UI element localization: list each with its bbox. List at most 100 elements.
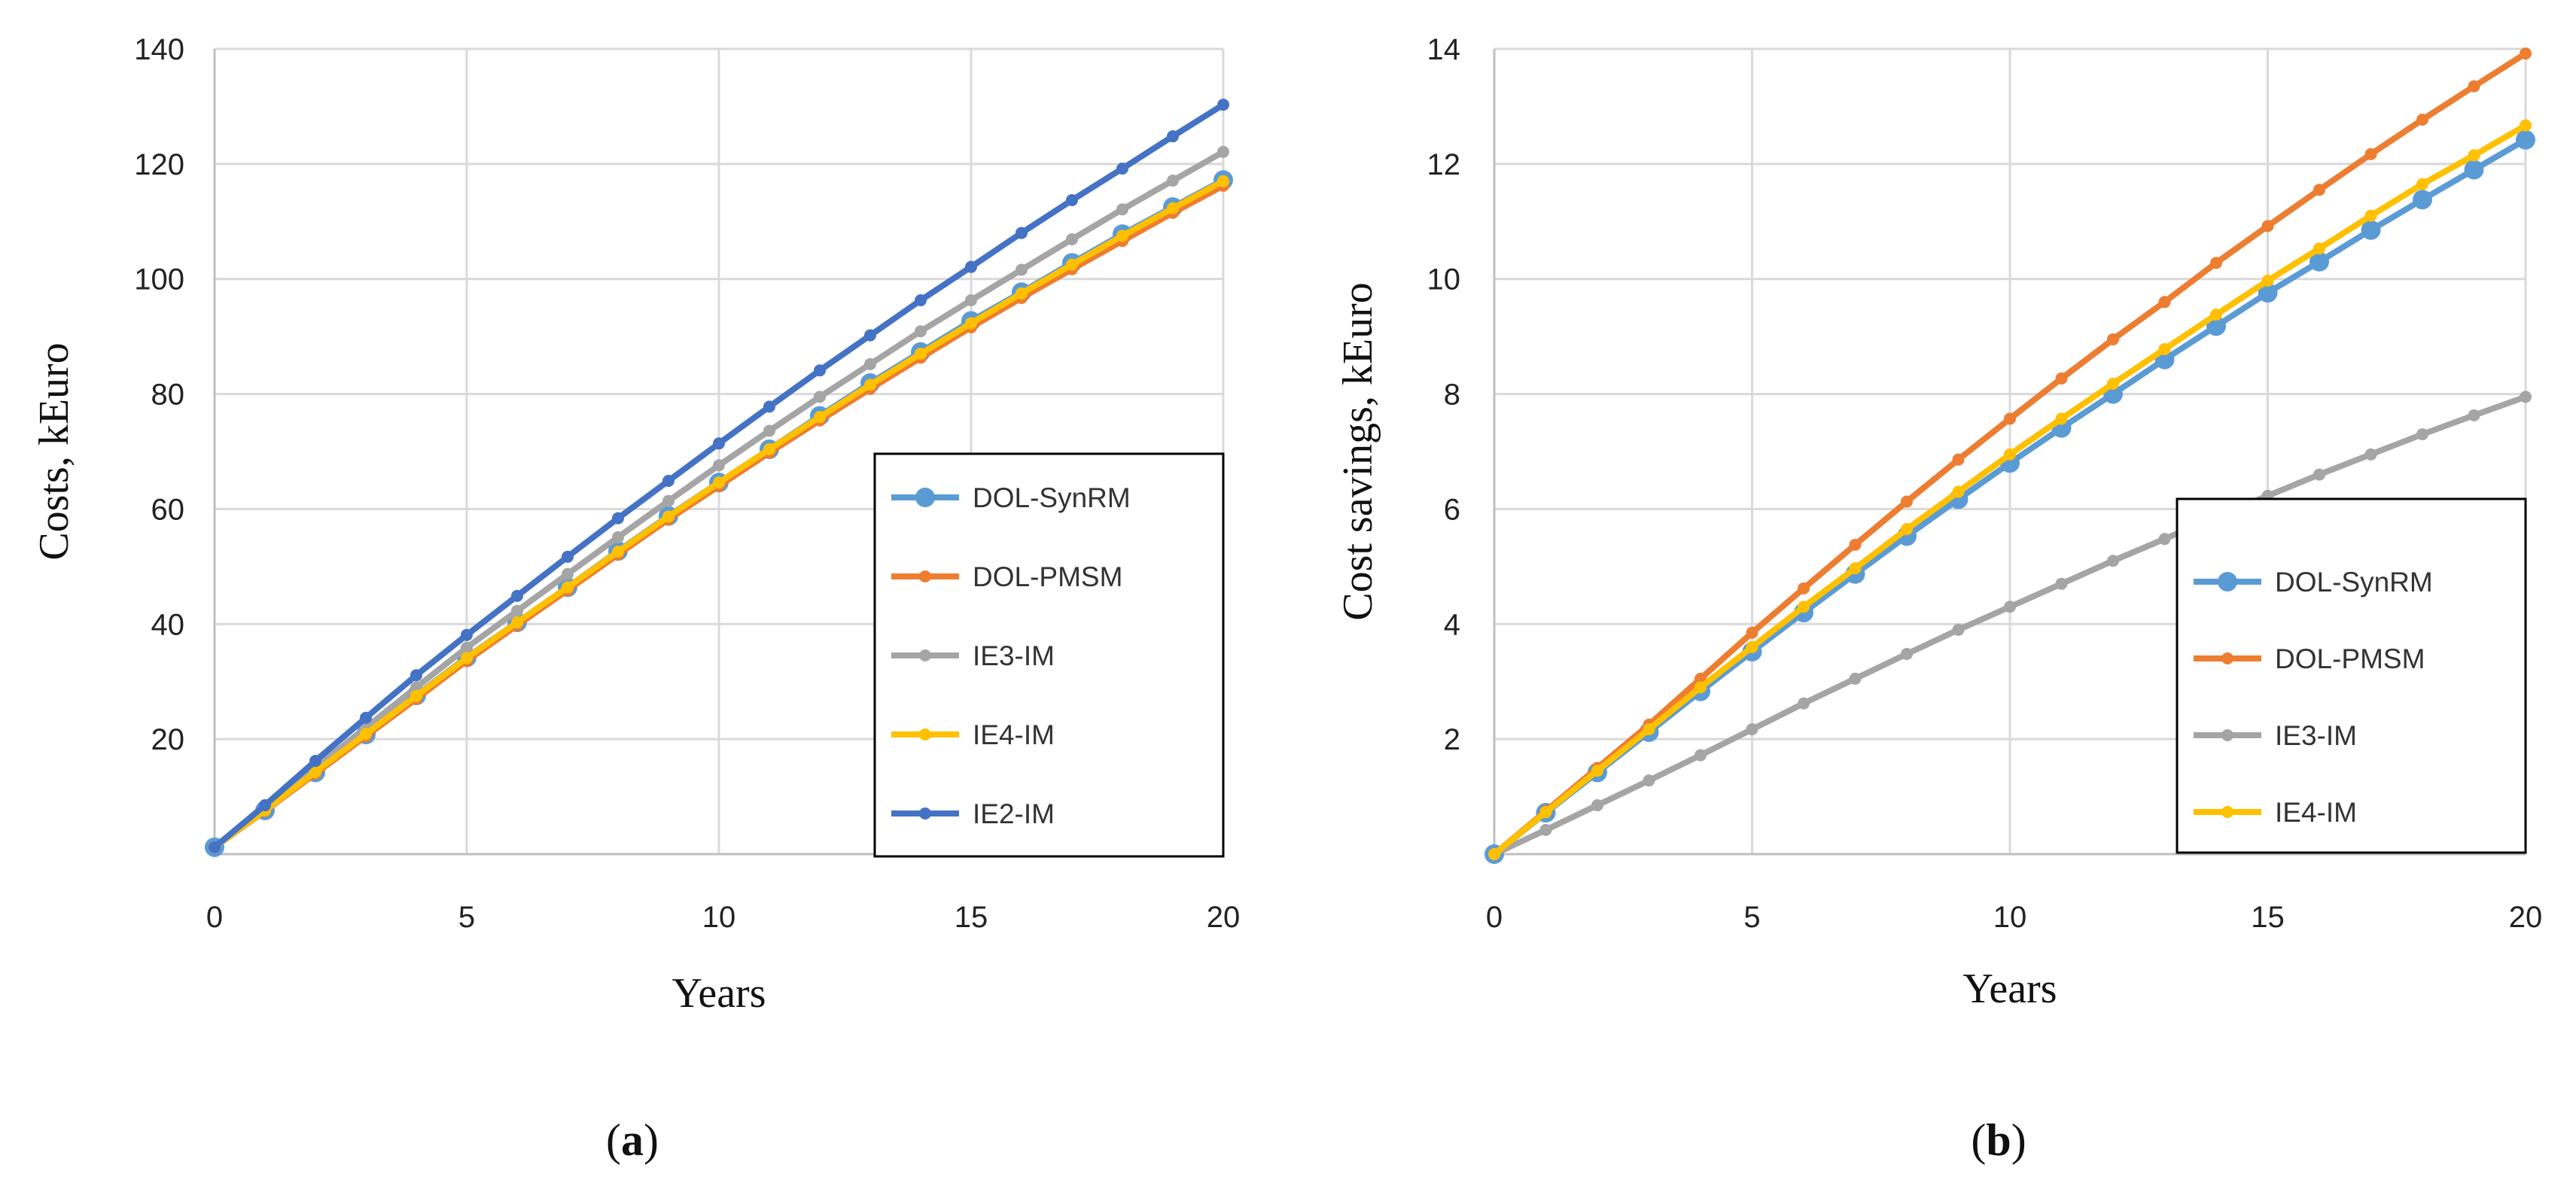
data-point: [1643, 774, 1655, 787]
data-point: [360, 728, 372, 740]
data-point: [2310, 251, 2329, 272]
data-point: [1488, 848, 1500, 860]
legend-item-ie4-im: IE4-IM: [2194, 797, 2357, 828]
data-point: [1798, 697, 1810, 710]
panel-label: (a): [606, 1115, 659, 1165]
y-tick-label: 14: [1427, 33, 1461, 66]
data-point: [2158, 296, 2171, 309]
data-point: [410, 669, 422, 682]
data-point: [2416, 114, 2428, 126]
legend-swatch-marker: [915, 488, 935, 507]
data-point: [1591, 765, 1603, 777]
data-point: [965, 293, 977, 306]
legend-item-ie4-im: IE4-IM: [891, 719, 1055, 750]
panel-label-letter: b: [1986, 1115, 2011, 1165]
data-point: [2468, 149, 2480, 162]
data-point: [1591, 799, 1603, 812]
data-point: [1015, 227, 1028, 239]
data-point: [360, 711, 372, 724]
data-point: [1066, 233, 1078, 245]
data-point: [1167, 130, 1179, 143]
data-point: [2261, 220, 2274, 233]
cost-savings-chart: 0 5 10 15 20 2 4 6 8 10 12 14 Years Cost savings, kEu…: [1335, 33, 2542, 1165]
data-point: [2416, 178, 2428, 190]
series-ie2-im: [209, 99, 1229, 853]
data-point: [1798, 582, 1810, 594]
data-point: [1901, 648, 1913, 661]
data-point: [461, 652, 473, 664]
x-tick-label: 0: [1486, 901, 1503, 934]
legend-swatch-marker: [919, 728, 931, 740]
data-point: [612, 531, 624, 543]
y-tick-label: 60: [151, 493, 185, 526]
legend-swatch-marker: [2221, 729, 2233, 741]
x-tick-label: 10: [702, 901, 736, 934]
data-point: [1066, 194, 1078, 207]
data-point: [1746, 626, 1758, 639]
data-point: [2055, 372, 2068, 385]
data-point: [662, 494, 674, 507]
data-point: [1167, 175, 1179, 187]
data-point: [2364, 209, 2377, 222]
data-point: [2413, 190, 2432, 210]
data-point: [2468, 409, 2480, 421]
data-point: [864, 357, 876, 370]
data-point: [1116, 162, 1128, 175]
panel-label-close: ): [2011, 1115, 2026, 1165]
legend-label: IE4-IM: [973, 719, 1055, 750]
data-point: [562, 581, 574, 594]
x-tick-label: 20: [2509, 901, 2543, 934]
legend-label: IE3-IM: [2275, 720, 2357, 751]
y-tick-label: 10: [1427, 263, 1461, 296]
y-tick-label: 20: [151, 723, 185, 756]
data-point: [2520, 119, 2532, 132]
data-point: [1849, 538, 1862, 551]
data-point: [2364, 147, 2377, 160]
data-point: [2313, 184, 2325, 196]
data-point: [1694, 681, 1707, 694]
data-point: [612, 545, 624, 558]
data-point: [965, 317, 977, 330]
data-point: [2364, 448, 2377, 461]
data-point: [2520, 47, 2532, 60]
legend-label: DOL-PMSM: [973, 561, 1122, 592]
data-point: [763, 424, 775, 437]
y-tick-label: 140: [134, 33, 184, 66]
panel-label-letter: a: [621, 1115, 644, 1165]
legend-swatch-marker: [919, 570, 931, 582]
legend-item-dol-synrm: DOL-SynRM: [891, 482, 1131, 513]
data-point: [713, 437, 725, 450]
x-tick-label: 0: [206, 901, 223, 934]
data-point: [511, 604, 523, 617]
panel-label-open: (: [1971, 1115, 1986, 1165]
data-point: [309, 765, 321, 778]
data-point: [612, 512, 624, 525]
data-point: [1539, 806, 1552, 819]
data-point: [1539, 823, 1552, 836]
data-point: [562, 550, 574, 563]
data-point: [763, 442, 775, 455]
legend-item-ie3-im: IE3-IM: [891, 640, 1055, 671]
data-point: [2520, 391, 2532, 403]
x-tick-label: 5: [458, 901, 475, 934]
data-point: [1901, 495, 1913, 508]
legend-label: IE2-IM: [973, 798, 1055, 829]
data-point: [2004, 601, 2016, 613]
data-point: [1746, 640, 1758, 653]
data-point: [1116, 203, 1128, 216]
y-axis-title: Costs, kEuro: [31, 342, 78, 560]
data-point: [1952, 485, 1965, 498]
data-point: [1798, 601, 1810, 613]
data-point: [1217, 175, 1229, 187]
data-point: [1217, 145, 1229, 158]
data-point: [1952, 453, 1965, 466]
legend-item-dol-pmsm: DOL-PMSM: [2194, 643, 2425, 674]
data-point: [410, 689, 422, 702]
panel-label-close: ): [644, 1115, 659, 1165]
legend-item-ie3-im: IE3-IM: [2194, 720, 2357, 751]
data-point: [864, 379, 876, 391]
y-axis-title: Cost savings, kEuro: [1335, 282, 1381, 621]
legend-label: IE4-IM: [2275, 797, 2357, 828]
legend-swatch-marker: [2221, 652, 2233, 664]
data-point: [915, 348, 927, 360]
